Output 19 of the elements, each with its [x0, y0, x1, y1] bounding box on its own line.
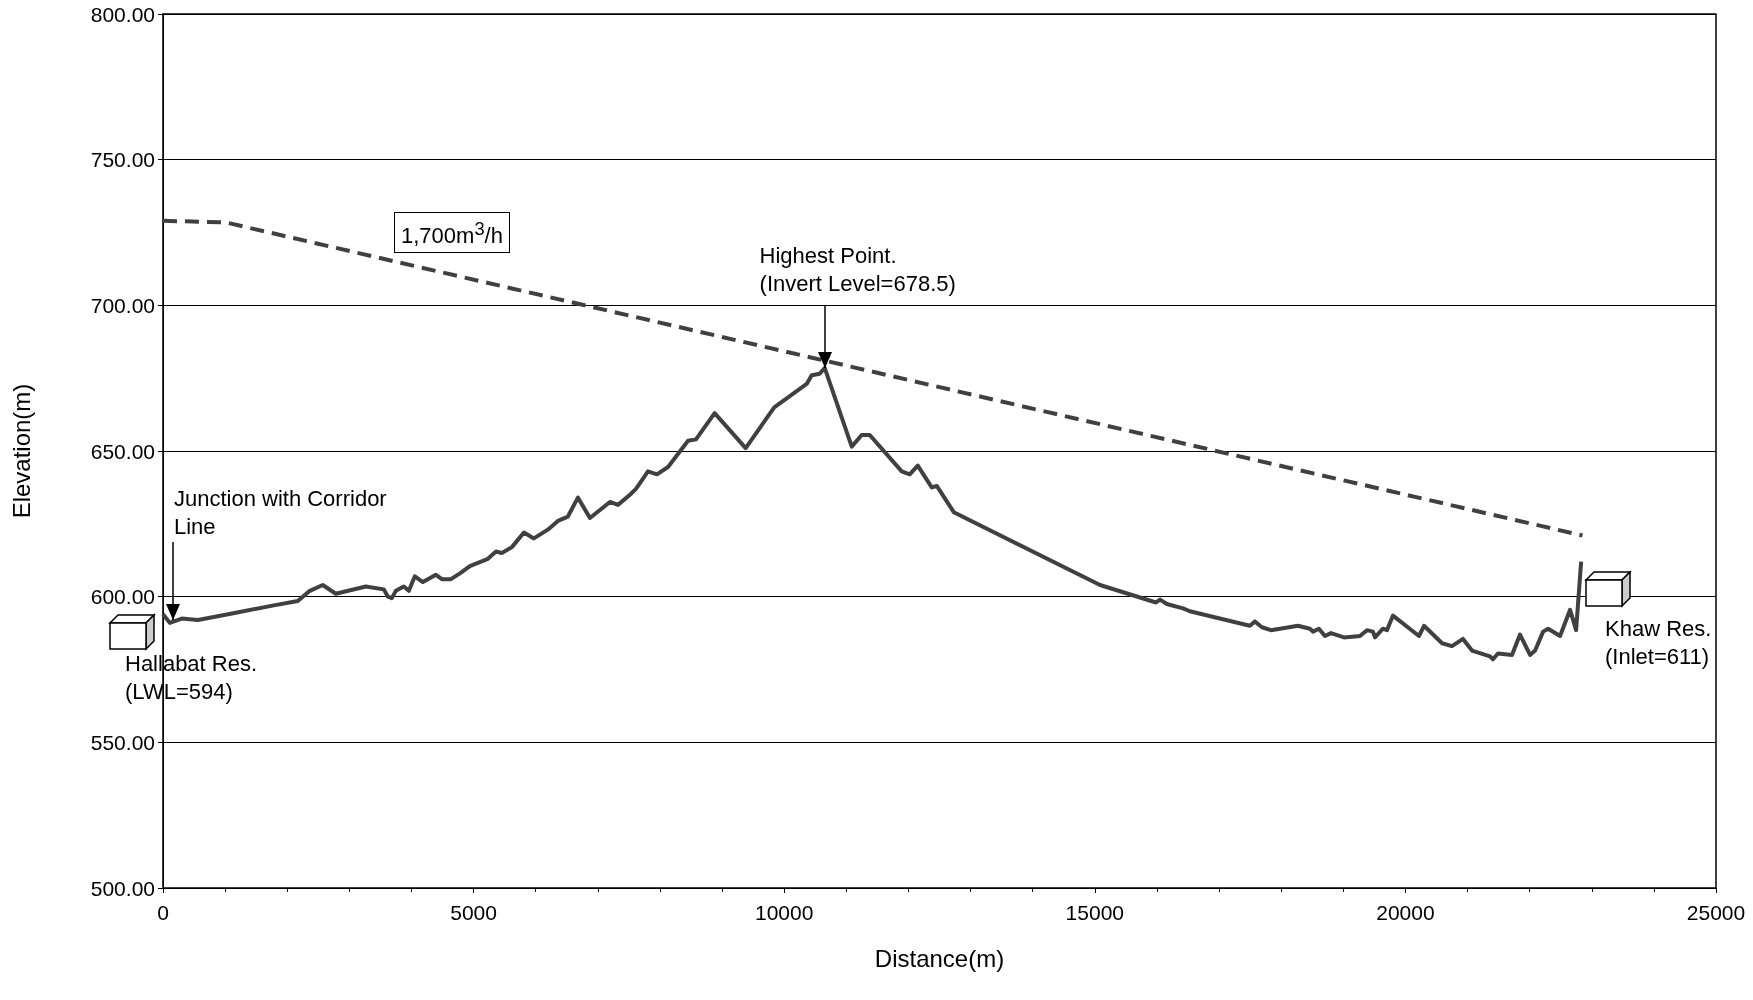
x-tick-label: 5000	[450, 901, 497, 924]
x-tick-label: 20000	[1376, 901, 1435, 924]
annotation: Junction with Corridor Line	[173, 484, 387, 541]
y-tick-label: 500.00	[90, 876, 155, 900]
annotation: Highest Point. (Invert Level=678.5)	[759, 241, 956, 298]
y-tick-label: 800.00	[90, 2, 155, 26]
x-tick-label: 15000	[1065, 901, 1124, 924]
y-axis-title: Elevation(m)	[7, 383, 35, 519]
y-tick-label: 600.00	[90, 585, 155, 609]
y-tick-label: 550.00	[90, 730, 155, 754]
x-tick-label: 10000	[755, 901, 814, 924]
x-axis-title: Distance(m)	[874, 944, 1005, 972]
x-tick-label: 25000	[1686, 901, 1746, 924]
y-tick-label: 700.00	[90, 293, 155, 317]
y-tick-label: 650.00	[90, 439, 155, 463]
x-tick-label: 0	[157, 901, 169, 924]
annotation: Khaw Res. (Inlet=611)	[1605, 615, 1712, 671]
annotation: 1,700m$^{3}$/h	[394, 211, 510, 253]
y-tick-label: 750.00	[90, 148, 155, 172]
